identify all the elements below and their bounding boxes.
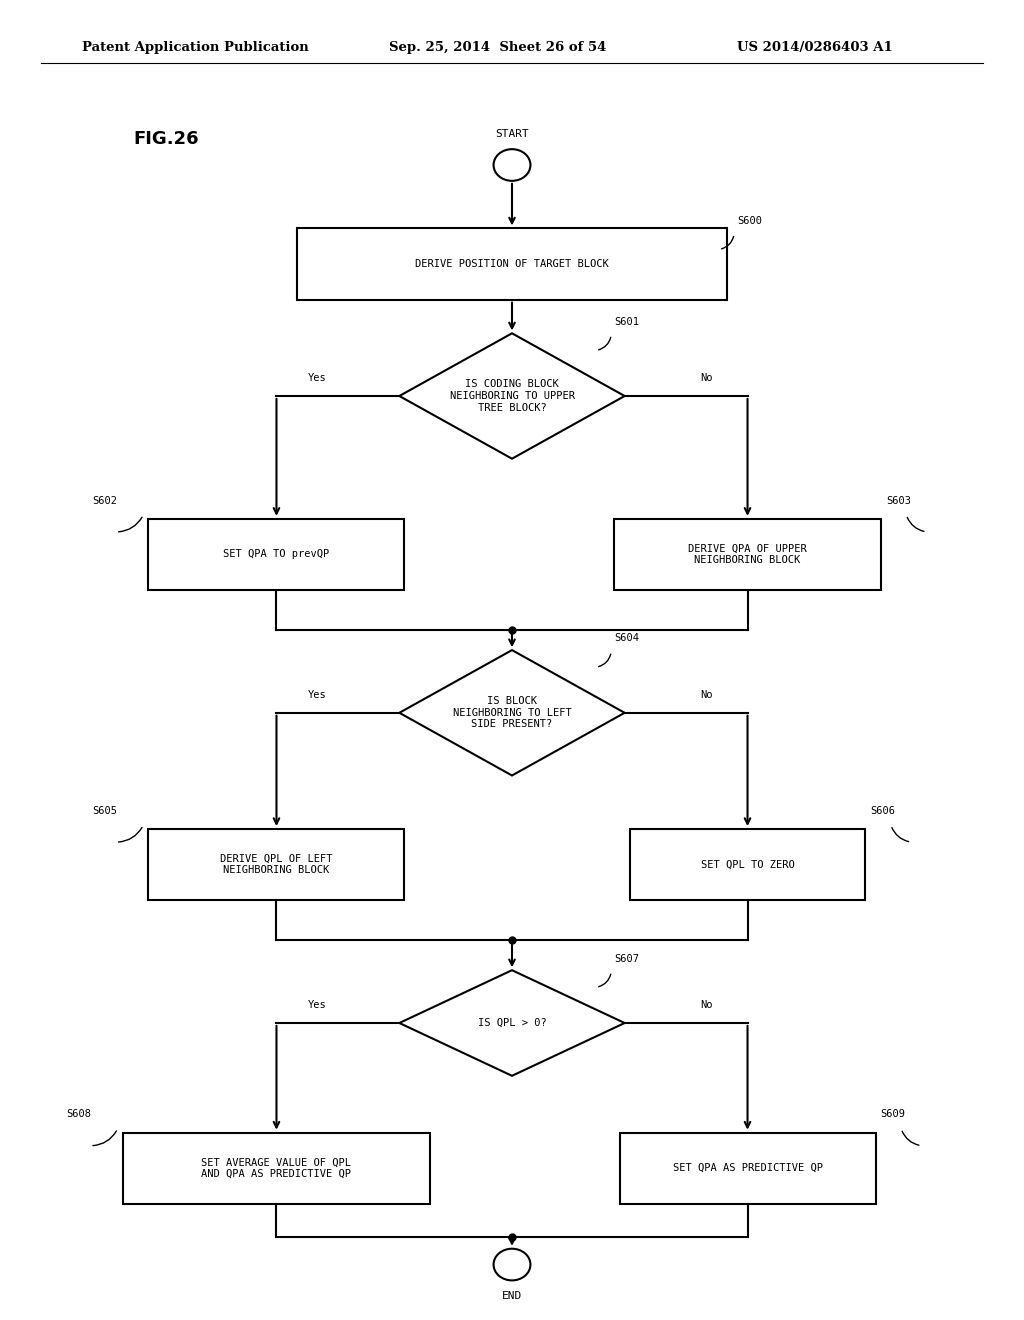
Polygon shape: [399, 334, 625, 459]
Text: S608: S608: [67, 1109, 91, 1119]
Text: Sep. 25, 2014  Sheet 26 of 54: Sep. 25, 2014 Sheet 26 of 54: [389, 41, 606, 54]
Bar: [614, 519, 881, 590]
Text: No: No: [700, 689, 713, 700]
Ellipse shape: [494, 149, 530, 181]
Text: US 2014/0286403 A1: US 2014/0286403 A1: [737, 41, 893, 54]
Text: S603: S603: [886, 495, 910, 506]
Text: DERIVE POSITION OF TARGET BLOCK: DERIVE POSITION OF TARGET BLOCK: [415, 259, 609, 269]
Bar: [123, 1133, 430, 1204]
Text: Patent Application Publication: Patent Application Publication: [82, 41, 308, 54]
Text: SET QPA AS PREDICTIVE QP: SET QPA AS PREDICTIVE QP: [673, 1163, 822, 1173]
Text: IS QPL > 0?: IS QPL > 0?: [477, 1018, 547, 1028]
Polygon shape: [399, 649, 625, 776]
Text: Yes: Yes: [308, 372, 327, 383]
Polygon shape: [399, 970, 625, 1076]
Text: IS BLOCK
NEIGHBORING TO LEFT
SIDE PRESENT?: IS BLOCK NEIGHBORING TO LEFT SIDE PRESEN…: [453, 696, 571, 730]
Text: S609: S609: [881, 1109, 905, 1119]
Text: S602: S602: [92, 495, 117, 506]
Text: DERIVE QPA OF UPPER
NEIGHBORING BLOCK: DERIVE QPA OF UPPER NEIGHBORING BLOCK: [688, 544, 807, 565]
Bar: [620, 1133, 876, 1204]
Text: SET QPA TO prevQP: SET QPA TO prevQP: [223, 549, 330, 560]
Text: END: END: [502, 1291, 522, 1302]
Text: S606: S606: [870, 805, 895, 816]
Text: No: No: [700, 999, 713, 1010]
Ellipse shape: [494, 1249, 530, 1280]
Text: IS CODING BLOCK
NEIGHBORING TO UPPER
TREE BLOCK?: IS CODING BLOCK NEIGHBORING TO UPPER TRE…: [450, 379, 574, 413]
Text: FIG.26: FIG.26: [133, 129, 199, 148]
Text: S605: S605: [92, 805, 117, 816]
Bar: [148, 829, 404, 900]
Bar: [630, 829, 865, 900]
Text: S604: S604: [614, 634, 639, 643]
Text: SET AVERAGE VALUE OF QPL
AND QPA AS PREDICTIVE QP: SET AVERAGE VALUE OF QPL AND QPA AS PRED…: [202, 1158, 351, 1179]
Text: No: No: [700, 372, 713, 383]
Text: START: START: [496, 128, 528, 139]
Text: S601: S601: [614, 317, 639, 327]
Text: Yes: Yes: [308, 689, 327, 700]
Text: S600: S600: [737, 215, 762, 226]
Text: S607: S607: [614, 953, 639, 964]
Text: Yes: Yes: [308, 999, 327, 1010]
Bar: [297, 228, 727, 300]
Text: DERIVE QPL OF LEFT
NEIGHBORING BLOCK: DERIVE QPL OF LEFT NEIGHBORING BLOCK: [220, 854, 333, 875]
Bar: [148, 519, 404, 590]
Text: SET QPL TO ZERO: SET QPL TO ZERO: [700, 859, 795, 870]
